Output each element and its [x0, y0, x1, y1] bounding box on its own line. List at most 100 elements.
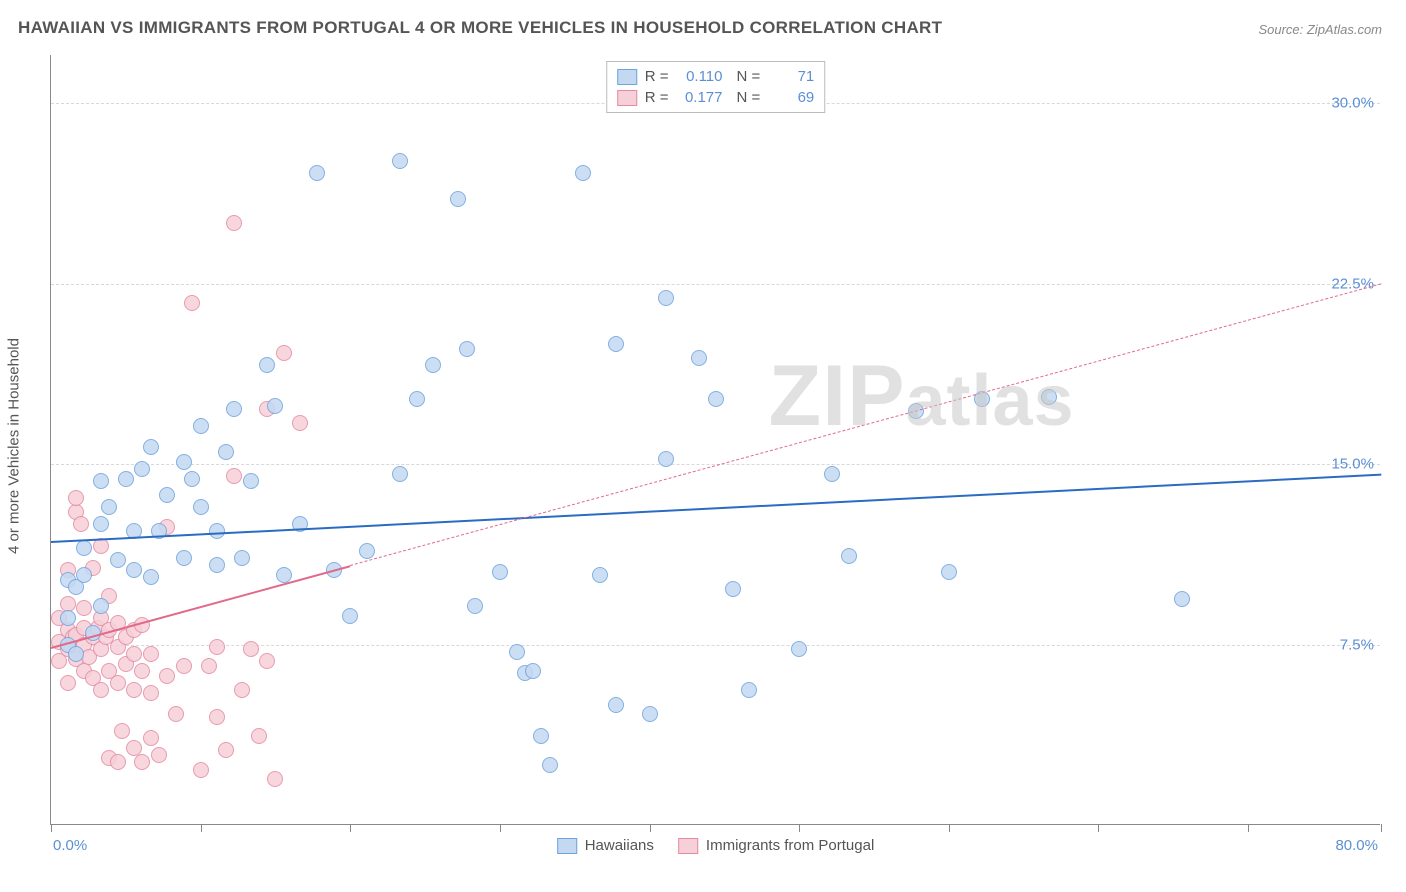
data-point [93, 682, 109, 698]
x-tick [201, 824, 202, 832]
legend-n-value: 69 [768, 89, 814, 106]
data-point [134, 754, 150, 770]
data-point [276, 567, 292, 583]
data-point [126, 646, 142, 662]
data-point [575, 165, 591, 181]
data-point [841, 548, 857, 564]
data-point [76, 567, 92, 583]
x-axis-min-label: 0.0% [53, 837, 87, 854]
x-tick [350, 824, 351, 832]
data-point [392, 153, 408, 169]
data-point [209, 709, 225, 725]
data-point [608, 697, 624, 713]
data-point [159, 487, 175, 503]
data-point [234, 550, 250, 566]
data-point [176, 550, 192, 566]
series-legend-item: Immigrants from Portugal [678, 837, 874, 854]
data-point [691, 350, 707, 366]
data-point [218, 444, 234, 460]
gridline [51, 284, 1380, 285]
data-point [243, 473, 259, 489]
legend-r-label: R = [645, 68, 669, 85]
data-point [492, 564, 508, 580]
data-point [143, 730, 159, 746]
y-tick-label: 15.0% [1331, 456, 1374, 473]
x-tick [1248, 824, 1249, 832]
legend-swatch [678, 838, 698, 854]
data-point [824, 466, 840, 482]
x-tick [500, 824, 501, 832]
data-point [93, 473, 109, 489]
series-legend-label: Immigrants from Portugal [706, 837, 874, 854]
data-point [134, 663, 150, 679]
data-point [209, 557, 225, 573]
data-point [267, 398, 283, 414]
data-point [425, 357, 441, 373]
x-tick [799, 824, 800, 832]
data-point [159, 668, 175, 684]
chart-area: 7.5%15.0%22.5%30.0% ZIPatlas R =0.110N =… [50, 55, 1380, 825]
data-point [708, 391, 724, 407]
data-point [209, 639, 225, 655]
legend-r-value: 0.177 [677, 89, 723, 106]
data-point [218, 742, 234, 758]
data-point [741, 682, 757, 698]
x-tick [51, 824, 52, 832]
x-tick [650, 824, 651, 832]
data-point [267, 771, 283, 787]
data-point [176, 454, 192, 470]
data-point [126, 682, 142, 698]
data-point [76, 600, 92, 616]
data-point [459, 341, 475, 357]
data-point [143, 685, 159, 701]
data-point [450, 191, 466, 207]
y-tick-label: 30.0% [1331, 95, 1374, 112]
data-point [359, 543, 375, 559]
data-point [525, 663, 541, 679]
data-point [642, 706, 658, 722]
y-axis-label: 4 or more Vehicles in Household [6, 338, 23, 554]
x-tick [1381, 824, 1382, 832]
chart-title: HAWAIIAN VS IMMIGRANTS FROM PORTUGAL 4 O… [18, 18, 942, 38]
data-point [168, 706, 184, 722]
data-point [533, 728, 549, 744]
data-point [592, 567, 608, 583]
data-point [342, 608, 358, 624]
legend-swatch [617, 90, 637, 106]
data-point [60, 675, 76, 691]
data-point [292, 415, 308, 431]
data-point [725, 581, 741, 597]
legend-swatch [617, 69, 637, 85]
data-point [110, 675, 126, 691]
y-tick-label: 7.5% [1340, 636, 1374, 653]
data-point [251, 728, 267, 744]
x-axis-max-label: 80.0% [1335, 837, 1378, 854]
legend-n-value: 71 [768, 68, 814, 85]
data-point [1174, 591, 1190, 607]
y-tick-label: 22.5% [1331, 275, 1374, 292]
data-point [176, 658, 192, 674]
data-point [226, 401, 242, 417]
data-point [93, 516, 109, 532]
data-point [114, 723, 130, 739]
data-point [110, 754, 126, 770]
data-point [110, 552, 126, 568]
data-point [93, 598, 109, 614]
data-point [509, 644, 525, 660]
data-point [467, 598, 483, 614]
data-point [276, 345, 292, 361]
data-point [259, 357, 275, 373]
data-point [68, 490, 84, 506]
legend-n-label: N = [737, 68, 761, 85]
data-point [184, 295, 200, 311]
data-point [193, 762, 209, 778]
legend-r-value: 0.110 [677, 68, 723, 85]
data-point [243, 641, 259, 657]
series-legend-label: Hawaiians [585, 837, 654, 854]
data-point [1041, 389, 1057, 405]
correlation-legend-row: R =0.177N =69 [617, 87, 815, 108]
data-point [608, 336, 624, 352]
series-legend-item: Hawaiians [557, 837, 654, 854]
data-point [193, 418, 209, 434]
data-point [126, 562, 142, 578]
